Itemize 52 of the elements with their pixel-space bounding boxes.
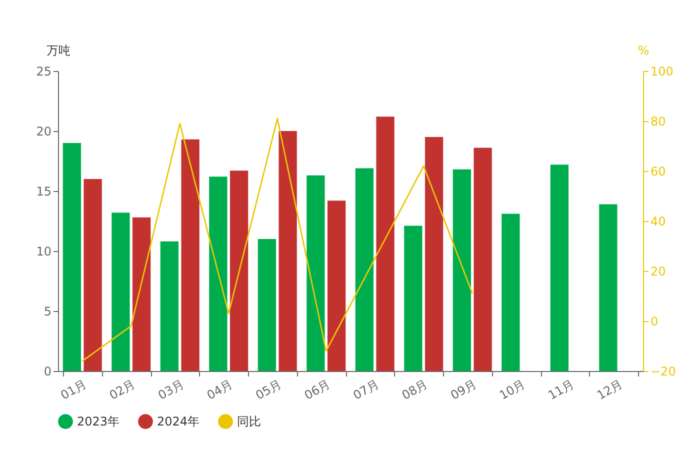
y-tick-label: 5 (44, 304, 52, 318)
bar (474, 148, 492, 371)
legend-label: 2023年 (77, 414, 120, 429)
bar (502, 214, 520, 371)
x-tick-label: 07月 (350, 376, 382, 403)
bar (599, 204, 618, 371)
y-tick-label: 25 (36, 64, 52, 78)
legend-label: 2024年 (157, 414, 200, 429)
bar (278, 131, 297, 371)
x-tick-label: 09月 (448, 376, 479, 403)
bar (181, 139, 200, 371)
y2-axis-title: % (638, 44, 650, 58)
y2-tick-label: 80 (650, 114, 666, 128)
bar (404, 226, 422, 371)
bar (327, 200, 346, 371)
bar (355, 168, 374, 371)
x-tick-label: 08月 (400, 376, 430, 403)
y2-tick-label: −20 (650, 364, 676, 378)
y-tick-label: 20 (36, 124, 52, 138)
line-series (82, 118, 474, 362)
y-tick-label: 10 (36, 244, 52, 258)
x-tick-label: 03月 (156, 376, 186, 403)
x-tick-label: 04月 (204, 376, 236, 403)
x-tick-label: 12月 (594, 376, 626, 403)
bar (424, 137, 444, 371)
y2-tick-label: 40 (650, 214, 666, 228)
bar (376, 116, 394, 371)
bar (452, 169, 472, 371)
bar (160, 241, 179, 371)
x-tick-label: 02月 (107, 376, 138, 403)
bar (112, 212, 130, 371)
bar (132, 217, 151, 371)
y-tick-label: 0 (44, 364, 52, 378)
bar (258, 239, 276, 371)
x-tick-label: 05月 (253, 376, 284, 403)
bar (84, 179, 102, 371)
y2-tick-label: 0 (650, 314, 658, 328)
bar (62, 143, 82, 371)
bar (230, 170, 248, 371)
bar (550, 164, 569, 371)
bar (306, 175, 325, 371)
x-tick-label: 10月 (497, 376, 528, 403)
x-tick-label: 06月 (302, 376, 333, 403)
x-tick-label: 11月 (546, 376, 576, 403)
y2-tick-label: 60 (650, 164, 666, 178)
bar (209, 176, 228, 371)
legend-label: 同比 (237, 414, 261, 429)
x-tick-label: 01月 (58, 376, 89, 403)
y2-tick-label: 100 (650, 64, 674, 78)
y-axis-title: 万吨 (46, 44, 70, 58)
y2-tick-label: 20 (650, 264, 666, 278)
y-tick-label: 15 (36, 184, 52, 198)
